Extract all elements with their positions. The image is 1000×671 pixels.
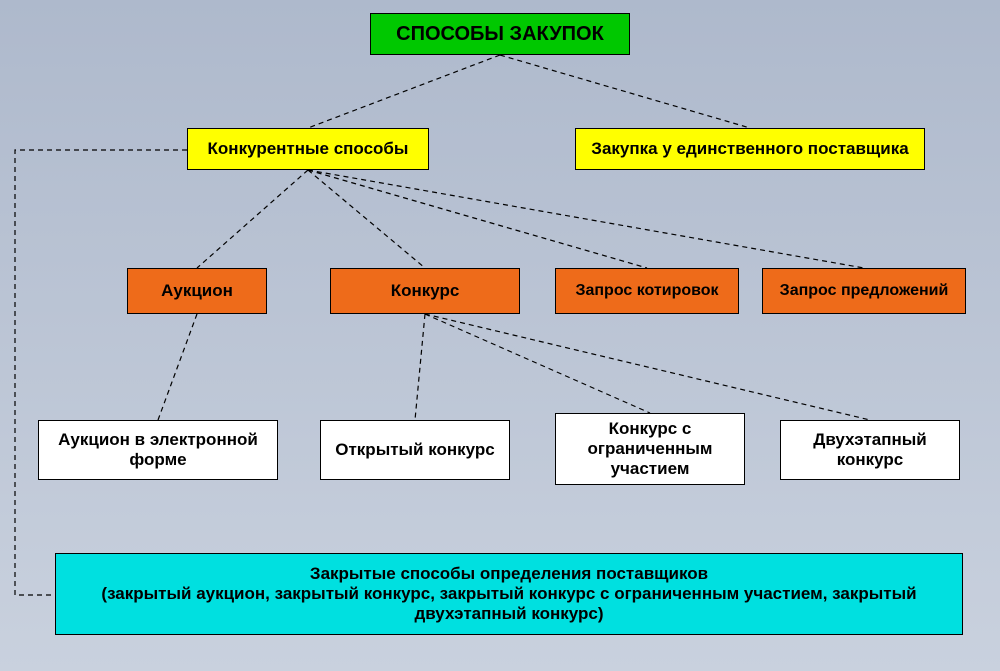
auction-node: Аукцион (127, 268, 267, 314)
contest-label: Конкурс (391, 281, 460, 301)
quote-request-node: Запрос котировок (555, 268, 739, 314)
auction-label: Аукцион (161, 281, 233, 301)
proposal-request-label: Запрос предложений (780, 282, 949, 300)
closed-methods-label: Закрытые способы определения поставщиков… (64, 564, 954, 624)
root-node: СПОСОБЫ ЗАКУПОК (370, 13, 630, 55)
two-stage-contest-node: Двухэтапный конкурс (780, 420, 960, 480)
single-supplier-node: Закупка у единственного поставщика (575, 128, 925, 170)
limited-contest-label: Конкурс с ограниченным участием (564, 419, 736, 479)
closed-methods-node: Закрытые способы определения поставщиков… (55, 553, 963, 635)
e-auction-label: Аукцион в электронной форме (47, 430, 269, 470)
quote-request-label: Запрос котировок (575, 282, 718, 300)
two-stage-contest-label: Двухэтапный конкурс (789, 430, 951, 470)
contest-node: Конкурс (330, 268, 520, 314)
open-contest-label: Открытый конкурс (335, 440, 495, 460)
proposal-request-node: Запрос предложений (762, 268, 966, 314)
root-label: СПОСОБЫ ЗАКУПОК (396, 23, 604, 46)
limited-contest-node: Конкурс с ограниченным участием (555, 413, 745, 485)
e-auction-node: Аукцион в электронной форме (38, 420, 278, 480)
open-contest-node: Открытый конкурс (320, 420, 510, 480)
competitive-label: Конкурентные способы (208, 139, 409, 159)
competitive-node: Конкурентные способы (187, 128, 429, 170)
single-supplier-label: Закупка у единственного поставщика (591, 139, 908, 159)
